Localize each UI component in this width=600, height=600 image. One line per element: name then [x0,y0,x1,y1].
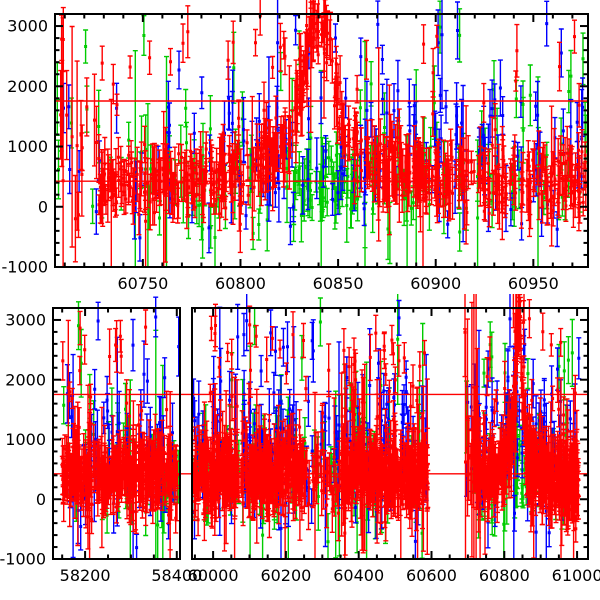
x-tick-label: 60400 [333,566,384,585]
plot-frame [191,307,589,560]
x-tick-label: 61000 [552,566,600,585]
x-tick-label: 60950 [508,274,559,293]
series-red-markers [60,325,179,521]
x-tick-label: 60800 [215,274,266,293]
axes-top-0 [54,13,589,268]
series-red-markers [59,14,588,226]
x-tick-label: 58400 [151,566,202,585]
series-green-errorbars [55,0,588,267]
x-tick-label: 60600 [406,566,457,585]
x-tick-label: 58200 [60,566,111,585]
x-tick-label: 60850 [313,274,364,293]
y-tick-label: 0 [38,197,48,216]
y-tick-label: 2000 [5,370,46,389]
data-region-top-0 [55,0,588,267]
x-tick-label: 60200 [260,566,311,585]
y-tick-label: 3000 [5,311,46,330]
y-tick-label: 1000 [5,430,46,449]
x-tick-label: 60800 [479,566,530,585]
y-tick-label: -1000 [2,258,49,277]
y-tick-label: 3000 [7,17,48,36]
y-tick-label: 1000 [7,137,48,156]
plot-frame [54,13,589,268]
y-tick-label: -1000 [0,550,46,569]
data-region-bottom-1 [192,294,582,559]
data-region-bottom-0 [59,296,180,559]
y-tick-label: 0 [36,490,46,509]
y-tick-label: 2000 [7,77,48,96]
panel-top: 60750 60800 60850 60900 60950 -1000 0 1000 2000 3… [2,0,589,293]
x-tick-label: 60000 [188,566,239,585]
plot-frame [52,307,181,560]
x-tick-label: 60900 [410,274,461,293]
axes-bottom-0 [52,307,181,560]
axes-bottom-1 [191,307,589,560]
x-tick-label: 60750 [117,274,168,293]
